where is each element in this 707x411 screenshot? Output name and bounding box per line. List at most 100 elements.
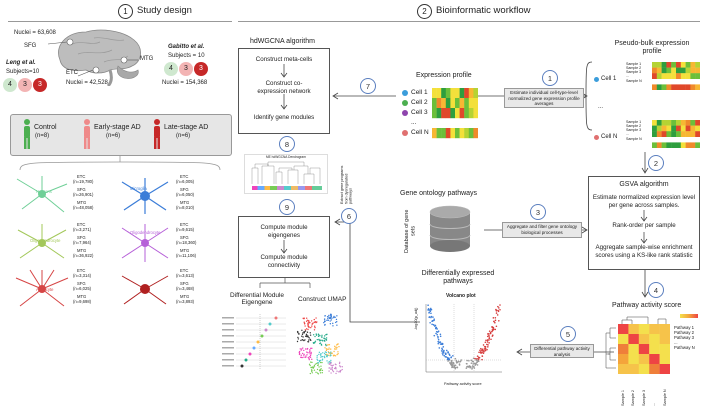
umap-point <box>319 369 322 372</box>
heatmap-cell <box>666 84 672 90</box>
umap-point <box>337 343 339 345</box>
oligo2-sfg-label: SFG <box>180 235 189 240</box>
late-ad-person-icon <box>154 119 160 149</box>
volcano-point <box>486 341 489 343</box>
pas-heatmap-cell <box>659 344 670 355</box>
mtg-label: MTG <box>140 56 154 62</box>
heatmap-cell <box>661 125 667 132</box>
heatmap-cell <box>690 125 696 132</box>
umap-point <box>305 317 308 319</box>
heatmap-cell <box>690 120 696 126</box>
opc-mtg-label: MTG <box>180 294 190 299</box>
heatmap-cell <box>473 108 478 119</box>
umap-point <box>339 370 341 372</box>
umap-point <box>305 356 307 359</box>
umap-point <box>309 332 311 334</box>
umap-point <box>333 350 335 353</box>
volcano-point <box>492 328 495 331</box>
umap-point <box>297 336 299 339</box>
expression-profile-title: Expression profile <box>416 72 472 79</box>
step-5-badge: 5 <box>560 326 576 342</box>
expression-heatmap <box>432 88 478 139</box>
umap-point <box>338 362 341 365</box>
heatmap-cell <box>656 73 662 79</box>
umap-point <box>311 347 313 350</box>
umap-point <box>310 320 313 322</box>
volcano-point <box>429 321 431 324</box>
volcano-point <box>495 312 498 314</box>
heatmap-cell <box>685 125 691 132</box>
umap-point <box>329 323 332 325</box>
umap-point <box>319 361 322 364</box>
umap-point <box>336 370 338 372</box>
heatmap-cell <box>455 108 460 119</box>
volcano-point <box>488 342 490 344</box>
umap-point <box>333 367 336 370</box>
estimate-avg-label: Estimate individual cell-type-level norm… <box>504 88 584 108</box>
astrocyte-label: Astrocyte <box>36 287 54 292</box>
volcano-point <box>431 323 433 326</box>
volcano-point <box>433 318 435 320</box>
construct-coexpression: Construct co-expression network <box>257 80 311 95</box>
heatmap-cell <box>652 120 657 126</box>
umap-point <box>326 348 329 350</box>
microglia-sfg-n: (n=6,050) <box>176 192 195 197</box>
opc-sfg-label: SFG <box>180 281 189 286</box>
volcano-point <box>439 333 442 336</box>
heatmap-cell <box>455 128 460 139</box>
leng-count-late: 3 <box>33 78 47 92</box>
umap-point <box>339 365 341 367</box>
volcano-point <box>451 366 453 369</box>
volcano-point <box>465 367 468 369</box>
volcano-point <box>432 316 434 318</box>
umap-point <box>320 368 322 370</box>
volcano-point <box>471 367 473 369</box>
volcano-point <box>491 328 494 331</box>
oligo-etc-n: (n=3,271) <box>73 227 92 232</box>
heatmap-cell <box>661 62 667 68</box>
umap-point <box>297 338 300 340</box>
umap-point <box>308 339 310 341</box>
heatmap-cell <box>680 131 686 137</box>
umap-point <box>330 363 332 365</box>
umap-point <box>301 333 304 336</box>
heatmap-cell <box>473 88 478 99</box>
umap-point <box>307 323 309 325</box>
umap-point <box>301 356 303 359</box>
heatmap-cell <box>441 128 446 139</box>
umap-point <box>319 372 322 374</box>
volcano-point <box>477 357 479 360</box>
pas-sample-3: Sample 3 <box>641 389 646 406</box>
volcano-point <box>483 351 485 353</box>
heatmap-cell <box>468 128 474 139</box>
heatmap-cell <box>685 73 691 79</box>
section2-title: Bioinformatic workflow <box>436 5 531 17</box>
volcano-xlabel: Pathway activity score <box>444 382 482 386</box>
cell3-dot <box>402 110 408 116</box>
heatmap-cell <box>468 108 474 119</box>
gsva-step2: Rank-order per sample <box>612 222 676 229</box>
umap-point <box>329 316 331 319</box>
module-color-bar <box>252 186 322 190</box>
umap-point <box>321 361 323 364</box>
volcano-point <box>473 362 476 365</box>
construct-metacells: Construct meta-cells <box>255 56 313 63</box>
heatmap-cell <box>445 108 451 119</box>
leng-author: Leng et al. <box>6 60 36 66</box>
umap-point <box>316 362 318 365</box>
umap-point <box>332 322 334 325</box>
pas-heatmap-cell <box>649 364 660 374</box>
volcano-point <box>495 309 498 312</box>
umap-point <box>303 349 305 352</box>
pas-color-legend <box>680 314 698 318</box>
volcano-point <box>468 365 471 367</box>
volcano-point <box>494 328 497 331</box>
volcano-point <box>497 310 500 313</box>
step-9-badge: 9 <box>279 199 295 215</box>
volcano-point <box>472 363 474 365</box>
pb1-sample-n: Sample N <box>626 78 642 83</box>
heatmap-cell <box>680 120 686 126</box>
volcano-point <box>499 308 501 311</box>
umap-point <box>307 328 309 331</box>
heatmap-cell <box>441 98 446 109</box>
